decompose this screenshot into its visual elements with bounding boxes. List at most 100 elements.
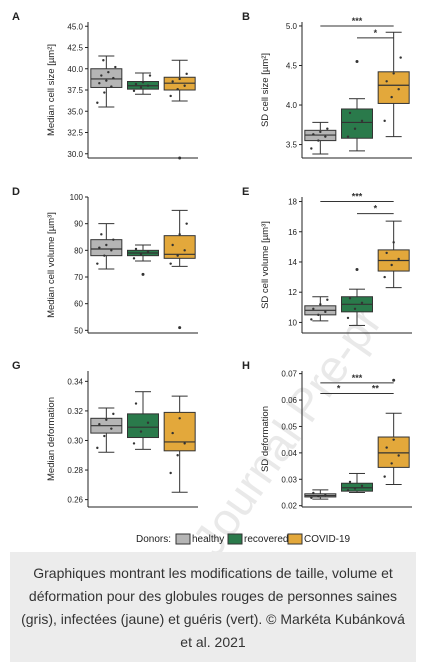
data-point — [178, 417, 181, 420]
data-point — [348, 111, 352, 115]
y-tick-label: 45.0 — [67, 22, 83, 31]
data-point — [397, 257, 400, 261]
data-point — [169, 262, 172, 265]
data-point — [397, 88, 400, 91]
data-point — [353, 307, 357, 311]
data-point — [324, 493, 327, 497]
data-point — [397, 454, 400, 457]
panel-letter-D: D — [12, 186, 20, 198]
data-point — [139, 430, 143, 433]
y-tick-label: 0.28 — [67, 466, 83, 475]
y-tick-label: 100 — [70, 193, 84, 202]
data-point — [390, 263, 393, 267]
significance-label: *** — [352, 16, 363, 26]
data-point — [346, 135, 350, 138]
data-point — [326, 127, 329, 130]
data-point — [171, 80, 174, 83]
y-tick-label: 50 — [74, 326, 83, 335]
outlier-point — [141, 272, 145, 276]
legend-label-COVID-19: COVID-19 — [304, 534, 351, 545]
data-point — [319, 130, 322, 134]
data-point — [103, 434, 106, 438]
data-point — [134, 247, 138, 251]
box-COVID-19 — [377, 71, 410, 104]
data-point — [392, 438, 395, 441]
data-point — [310, 318, 313, 321]
data-point — [103, 91, 106, 94]
data-point — [360, 119, 364, 123]
data-point — [114, 65, 117, 69]
data-point — [100, 233, 103, 236]
data-point — [312, 307, 315, 311]
data-point — [390, 95, 393, 99]
y-tick-label: 32.5 — [67, 129, 83, 138]
figure: Journal Pre-pr A 30.0 32.5 35.0 37.5 40.0 42.5 4… — [12, 11, 412, 560]
data-point — [112, 238, 115, 241]
y-axis-label: SD deformation — [260, 406, 271, 472]
y-tick-label: 35.0 — [67, 107, 83, 116]
data-point — [110, 427, 113, 430]
data-point — [185, 222, 188, 225]
data-point — [134, 82, 138, 86]
data-point — [176, 87, 179, 91]
data-point — [183, 442, 186, 445]
panel-letter-E: E — [242, 186, 249, 198]
data-point — [346, 489, 350, 492]
y-tick-label: 0.04 — [281, 449, 297, 458]
data-point — [105, 79, 108, 82]
data-point — [169, 94, 172, 98]
data-point — [96, 101, 99, 104]
y-tick-label: 0.26 — [67, 496, 83, 505]
y-tick-label: 12 — [288, 288, 297, 297]
data-point — [178, 77, 181, 81]
caption-box: Graphiques montrant les modifications de… — [10, 552, 416, 662]
data-point — [146, 421, 150, 424]
data-point — [96, 446, 99, 450]
legend-swatch-recovered — [227, 533, 243, 545]
outlier-point — [178, 326, 182, 330]
data-point — [132, 442, 136, 445]
data-point — [399, 56, 402, 59]
data-point — [134, 402, 138, 405]
outlier-point — [355, 60, 359, 64]
box-recovered — [127, 413, 159, 439]
data-point — [183, 249, 186, 252]
data-point — [383, 119, 386, 123]
y-tick-label: 70 — [74, 273, 83, 282]
data-point — [110, 249, 113, 252]
legend-title: Donors: — [136, 534, 171, 545]
y-tick-label: 16 — [288, 228, 297, 237]
legend-swatch-COVID-19 — [287, 533, 303, 545]
box-recovered — [341, 108, 373, 139]
data-point — [353, 127, 357, 130]
data-point — [324, 310, 327, 314]
outlier-point — [355, 268, 359, 272]
y-tick-label: 60 — [74, 300, 83, 309]
data-point — [385, 80, 388, 83]
data-point — [346, 316, 350, 320]
y-tick-label: 0.06 — [281, 396, 297, 405]
data-point — [146, 84, 150, 87]
data-point — [312, 491, 315, 495]
outlier-point — [178, 156, 182, 160]
data-point — [317, 313, 320, 317]
data-point — [176, 254, 179, 257]
y-tick-label: 42.5 — [67, 44, 83, 53]
data-point — [392, 241, 395, 244]
data-point — [112, 412, 115, 416]
data-point — [317, 495, 320, 498]
data-point — [100, 74, 103, 77]
data-point — [98, 246, 101, 249]
y-tick-label: 90 — [74, 220, 83, 229]
data-point — [169, 471, 172, 475]
box-COVID-19 — [377, 436, 410, 468]
data-point — [132, 257, 136, 260]
y-tick-label: 3.5 — [286, 141, 298, 150]
y-tick-label: 4.0 — [286, 101, 298, 110]
panel-letter-B: B — [242, 11, 250, 23]
data-point — [178, 233, 181, 236]
data-point — [96, 262, 99, 265]
data-point — [392, 72, 395, 75]
data-point — [348, 480, 352, 484]
y-tick-label: 18 — [288, 198, 297, 207]
